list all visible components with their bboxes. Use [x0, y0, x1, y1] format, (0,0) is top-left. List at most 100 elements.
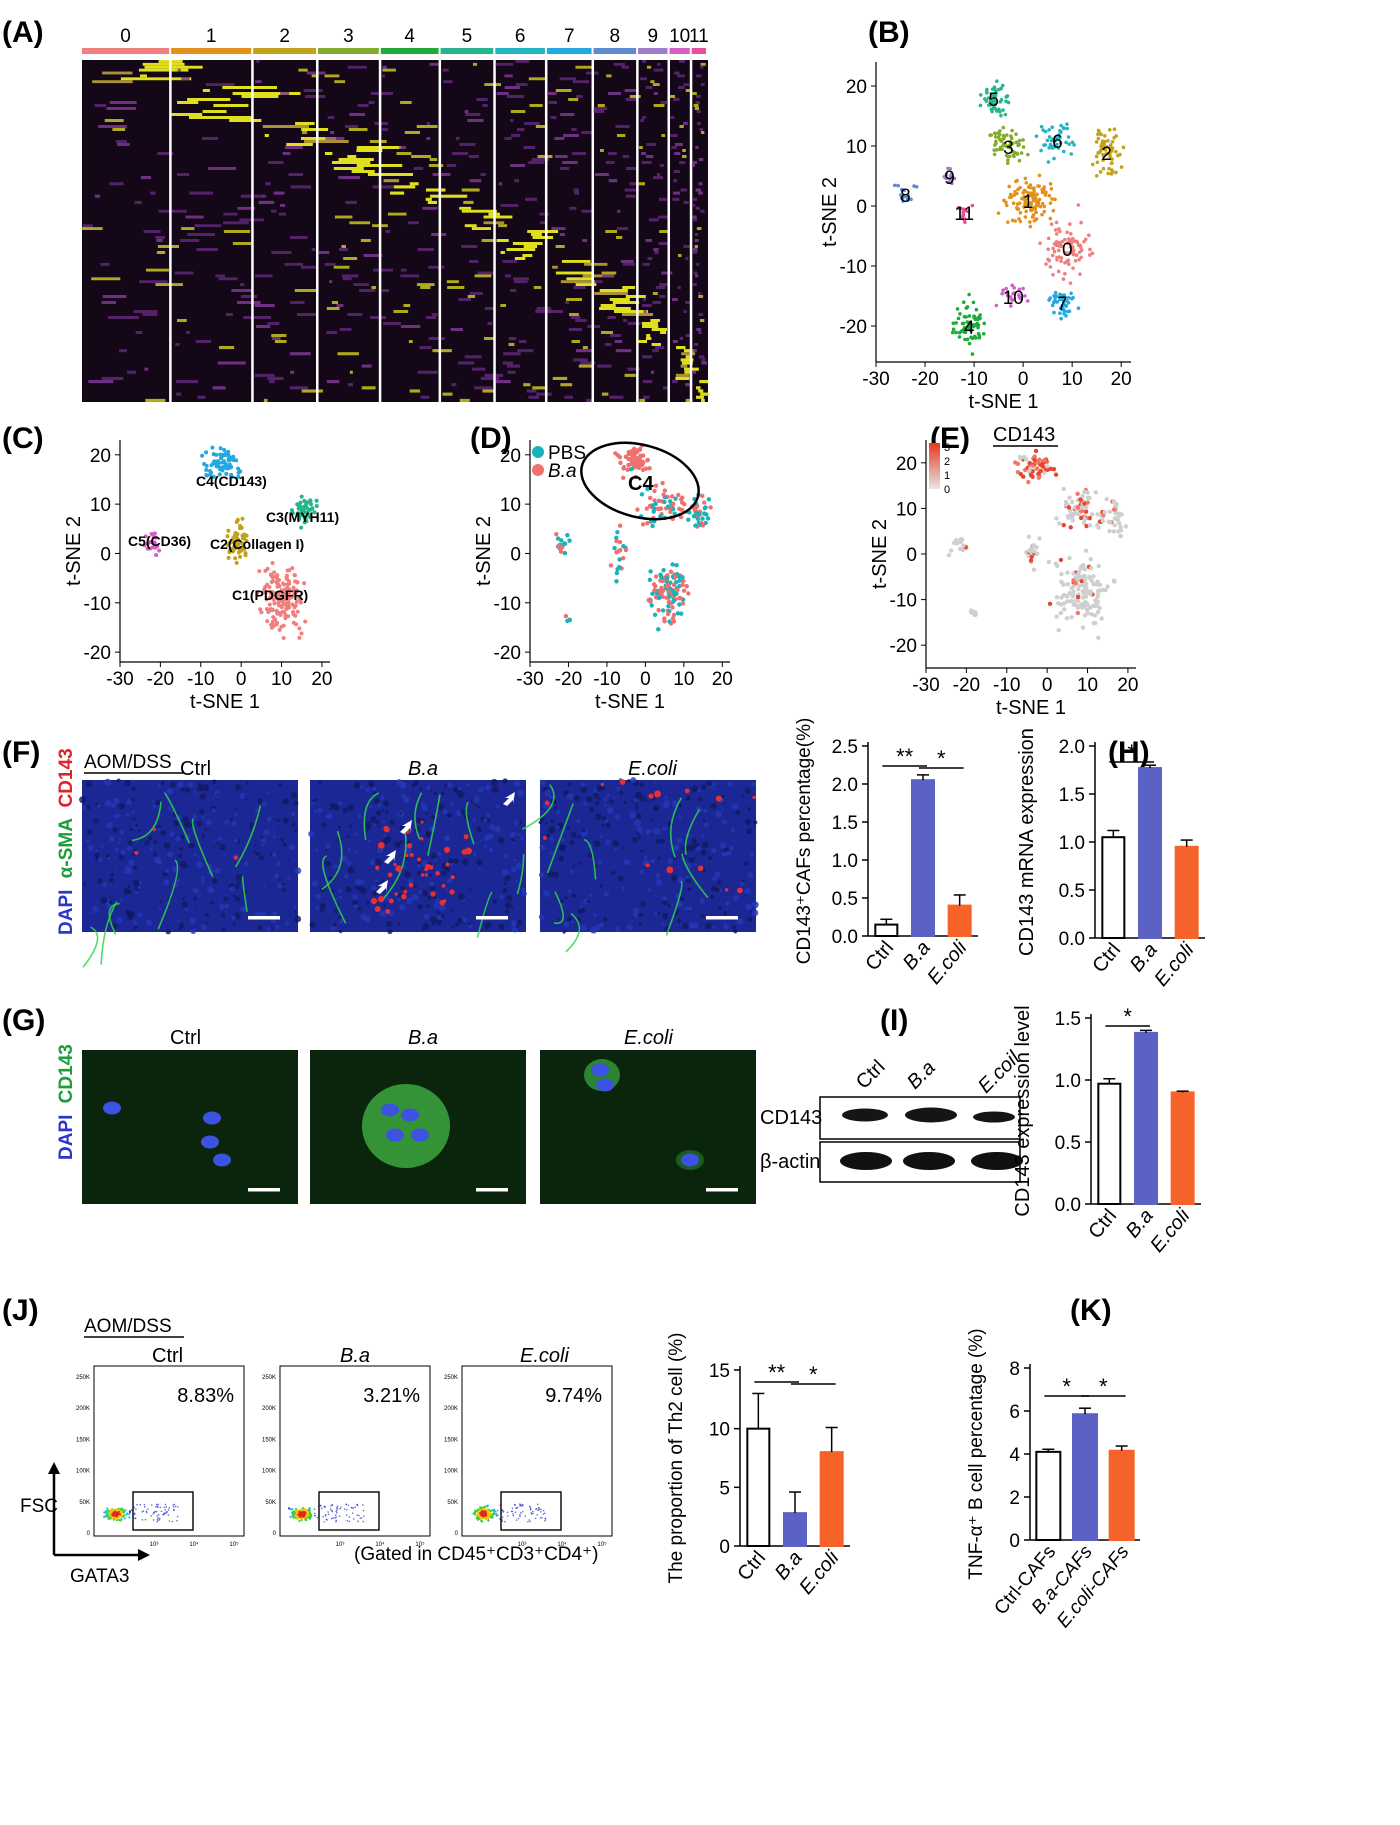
- tsne-c-point: [152, 540, 157, 545]
- legend-ba-label: B.a: [548, 461, 577, 482]
- tsne-b-point: [978, 103, 983, 108]
- f-nucleus: [562, 930, 566, 934]
- f-nucleus: [726, 850, 732, 856]
- f-nucleus: [369, 805, 373, 809]
- g-ecoli-title: E.coli: [624, 1027, 673, 1049]
- tsne-c-point: [285, 595, 290, 600]
- heatmap-cell: [142, 313, 158, 316]
- tsne-d-point: [640, 467, 646, 473]
- tsne-c-point: [220, 468, 225, 473]
- f-nucleus: [127, 889, 132, 895]
- heatmap-cell: [641, 322, 658, 325]
- heatmap-cell: [700, 83, 705, 86]
- bar-y-tick-label: 0.0: [1059, 929, 1085, 950]
- f-nucleus: [282, 887, 287, 893]
- tsne-c-point: [299, 631, 304, 636]
- f-nucleus: [411, 894, 417, 900]
- tsne-d-xlabel: t-SNE 1: [595, 691, 665, 713]
- heatmap-cell: [638, 182, 646, 186]
- heatmap-cell: [653, 68, 664, 72]
- f-nucleus: [176, 920, 179, 923]
- f-nucleus: [599, 884, 603, 888]
- f-ctrl-title: Ctrl: [180, 758, 211, 780]
- tsne-b-cluster-label: 0: [1062, 240, 1073, 261]
- tsne-b-point: [1056, 146, 1061, 150]
- heatmap-cell: [696, 328, 702, 331]
- flow-event: [122, 1510, 125, 1513]
- f-nucleus: [647, 887, 652, 892]
- flow-event: [119, 1508, 122, 1511]
- tsne-c-point: [291, 609, 296, 614]
- tsne-b-point: [989, 107, 994, 112]
- f-nucleus: [721, 851, 728, 857]
- f-nucleus: [193, 897, 197, 901]
- tsne-b-point: [1099, 132, 1104, 137]
- tsne-b-point: [1075, 240, 1080, 245]
- heatmap-cell: [381, 289, 390, 292]
- heatmap-cell: [699, 319, 705, 322]
- heatmap-cell: [594, 292, 628, 295]
- tsne-b-point: [899, 193, 903, 197]
- flow-event: [144, 1518, 147, 1521]
- tsne-d-point: [674, 563, 679, 568]
- f-nucleus: [235, 874, 243, 881]
- f-nucleus: [383, 904, 386, 907]
- f-nucleus: [638, 922, 642, 926]
- heatmap-cluster-label: 7: [564, 26, 575, 47]
- flow-event: [298, 1515, 302, 1518]
- flow-x-tick: 10⁵: [597, 1541, 607, 1548]
- f-nucleus: [181, 780, 184, 783]
- f-nucleus: [515, 879, 518, 882]
- tsne-b-y-tick-label: 10: [846, 137, 867, 158]
- tsne-b-point: [1072, 143, 1076, 147]
- f-nucleus: [233, 838, 239, 843]
- f-nucleus: [93, 818, 99, 824]
- heatmap-cell: [400, 274, 420, 278]
- heatmap-cell: [464, 224, 477, 228]
- heatmap-cell: [189, 191, 213, 195]
- heatmap-cell: [262, 194, 267, 198]
- heatmap-cell: [695, 101, 701, 104]
- heatmap-cell: [661, 271, 673, 275]
- heatmap-cell: [576, 95, 583, 98]
- f-nucleus: [383, 800, 390, 807]
- tsne-b-point: [1035, 192, 1039, 197]
- tsne-e-point: [1091, 582, 1097, 587]
- heatmap-cell: [514, 179, 520, 183]
- f-nucleus: [131, 810, 135, 815]
- f-cd143-signal: [666, 866, 674, 874]
- heatmap-cell: [539, 221, 547, 225]
- tsne-c-point: [267, 602, 272, 607]
- f-nucleus: [545, 821, 549, 825]
- f-nucleus: [718, 906, 722, 910]
- f-nucleus: [283, 817, 289, 824]
- heatmap-cell: [654, 346, 665, 350]
- tsne-c-point: [208, 472, 213, 477]
- heatmap-cell: [673, 170, 680, 173]
- flow-event: [477, 1510, 480, 1513]
- f-nucleus: [381, 809, 384, 812]
- flow-plot-frame: [461, 1365, 613, 1537]
- heatmap-cell: [646, 334, 651, 337]
- f-nucleus: [198, 782, 202, 787]
- tsne-d-point: [653, 574, 659, 579]
- heatmap-cell: [400, 325, 421, 328]
- f-nucleus: [319, 902, 326, 909]
- tsne-b-point: [991, 92, 995, 97]
- tsne-e-point: [1054, 614, 1059, 619]
- tsne-c-point: [312, 510, 317, 515]
- heatmap-cell: [697, 122, 701, 125]
- heatmap-cluster-bar: [380, 48, 439, 54]
- heatmap-cell: [625, 194, 636, 198]
- heatmap-cell: [133, 310, 158, 313]
- f-nucleus: [425, 812, 429, 815]
- flow-y-tick: 250K: [76, 1375, 90, 1381]
- g-nucleus: [103, 1101, 121, 1115]
- flow-event: [164, 1512, 167, 1515]
- f-nucleus: [190, 928, 196, 935]
- heatmap-cell: [625, 295, 646, 298]
- f-nucleus: [589, 806, 595, 812]
- flow-event: [319, 1504, 322, 1507]
- f-sma-fiber: [669, 797, 683, 858]
